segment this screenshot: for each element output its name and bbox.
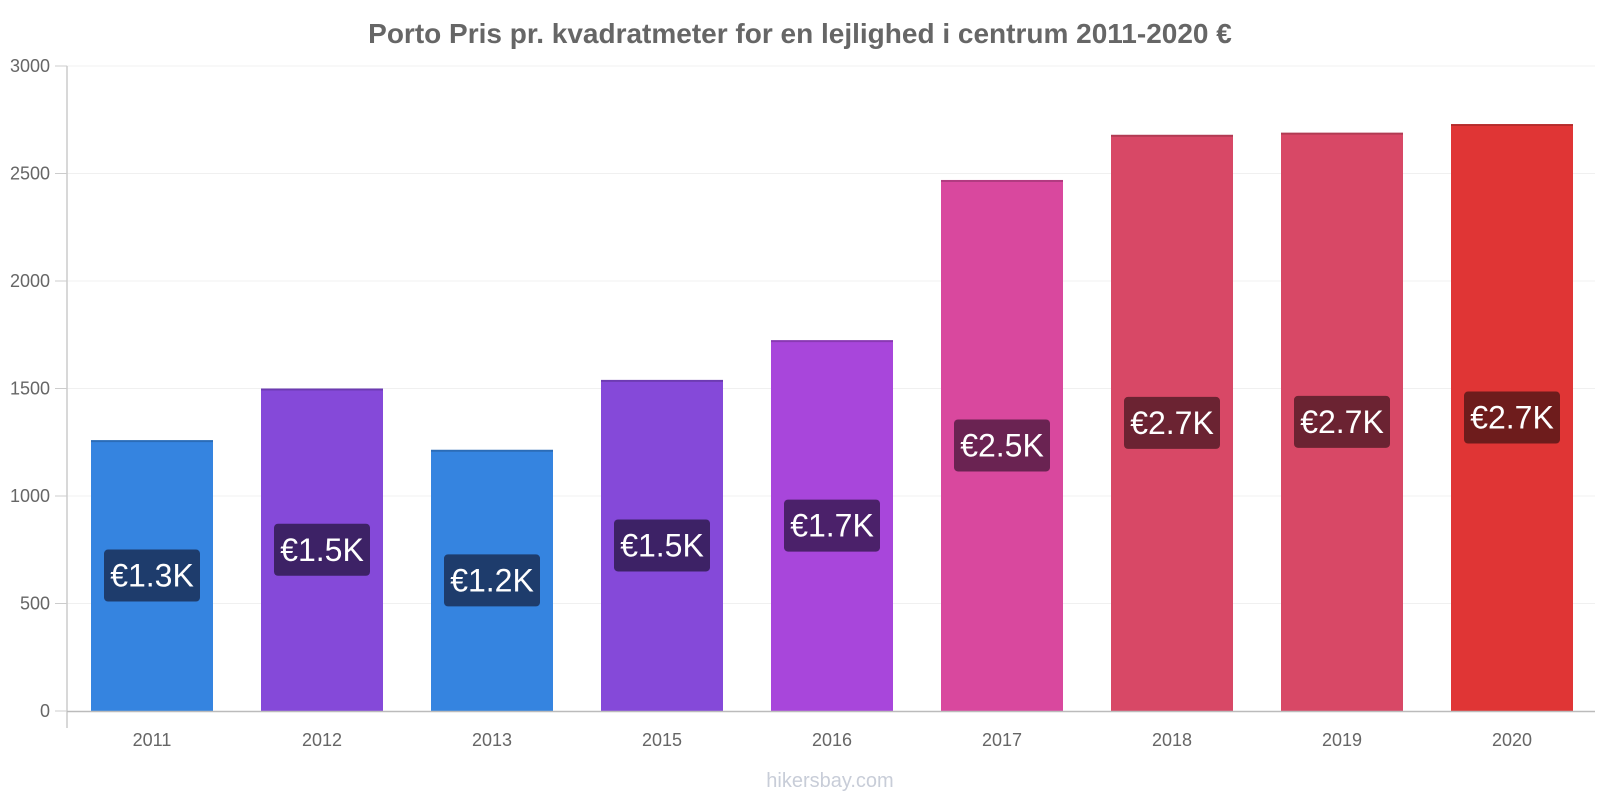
data-label: €1.3K (110, 558, 194, 594)
data-labels: €1.3K €1.5K €1.2K €1.5K €1.7K €2.5K €2.7K €2.7K… (104, 391, 1560, 607)
data-label: €1.7K (790, 508, 874, 544)
x-tick-label: 2020 (1492, 730, 1532, 750)
x-tick-label: 2019 (1322, 730, 1362, 750)
data-label-box (1124, 396, 1220, 449)
chart-title: Porto Pris pr. kvadratmeter for en lejli… (368, 18, 1232, 49)
y-tick-label: 2500 (10, 164, 50, 184)
data-label: €2.7K (1130, 405, 1214, 441)
y-tick-label: 500 (20, 594, 50, 614)
x-axis-ticks: 2011 2012 2013 2015 2016 2017 2018 2019 2020 (133, 730, 1532, 750)
y-tick-label: 2000 (10, 271, 50, 291)
x-tick-label: 2017 (982, 730, 1022, 750)
x-tick-label: 2013 (472, 730, 512, 750)
data-label: €1.5K (280, 532, 364, 568)
x-tick-label: 2011 (133, 730, 172, 750)
data-label-box (614, 519, 710, 572)
data-label: €2.7K (1300, 404, 1384, 440)
data-label: €1.2K (450, 562, 534, 598)
data-label-box (954, 419, 1050, 472)
x-tick-label: 2016 (812, 730, 852, 750)
y-axis-ticks: 0 500 1000 1500 2000 2500 3000 (10, 56, 67, 721)
data-label-box (784, 499, 880, 552)
y-tick-label: 3000 (10, 56, 50, 76)
data-label: €1.5K (620, 527, 704, 563)
data-label-box (1464, 391, 1560, 444)
data-label: €2.7K (1470, 400, 1554, 436)
y-tick-label: 1000 (10, 486, 50, 506)
data-label-box (444, 554, 540, 607)
y-tick-label: 1500 (10, 379, 50, 399)
y-tick-label: 0 (40, 701, 50, 721)
data-label: €2.5K (960, 427, 1044, 463)
x-tick-label: 2018 (1152, 730, 1192, 750)
x-tick-label: 2012 (302, 730, 342, 750)
data-label-box (274, 523, 370, 576)
watermark: hikersbay.com (766, 770, 893, 792)
data-label-box (104, 549, 200, 602)
data-label-box (1294, 395, 1390, 448)
x-tick-label: 2015 (642, 730, 682, 750)
